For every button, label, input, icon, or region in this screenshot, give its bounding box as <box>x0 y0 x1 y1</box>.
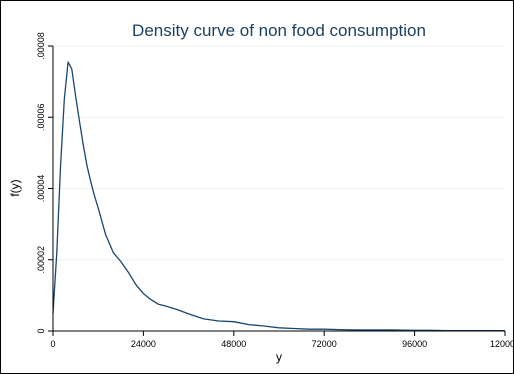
series-layer <box>52 61 505 332</box>
x-tick-label-0: 0 <box>50 339 55 349</box>
y-axis: 0 .00002 .00004 .00006 .00008 <box>36 32 53 334</box>
chart-title: Density curve of non food consumption <box>132 21 426 40</box>
y-axis-label: f(y) <box>8 179 22 196</box>
gridlines <box>53 45 505 261</box>
y-tick-label-2: .00004 <box>36 175 46 203</box>
y-tick-label-1: .00002 <box>36 246 46 274</box>
density-line-0 <box>52 61 505 332</box>
x-axis-label: y <box>276 350 282 364</box>
x-tick-label-2: 48000 <box>221 339 246 349</box>
y-tick-label-4: .00008 <box>36 32 46 60</box>
y-tick-label-0: 0 <box>36 328 46 333</box>
y-tick-label-3: .00006 <box>36 103 46 131</box>
x-tick-label-4: 96000 <box>402 339 427 349</box>
x-tick-label-3: 72000 <box>312 339 337 349</box>
x-tick-label-1: 24000 <box>131 339 156 349</box>
